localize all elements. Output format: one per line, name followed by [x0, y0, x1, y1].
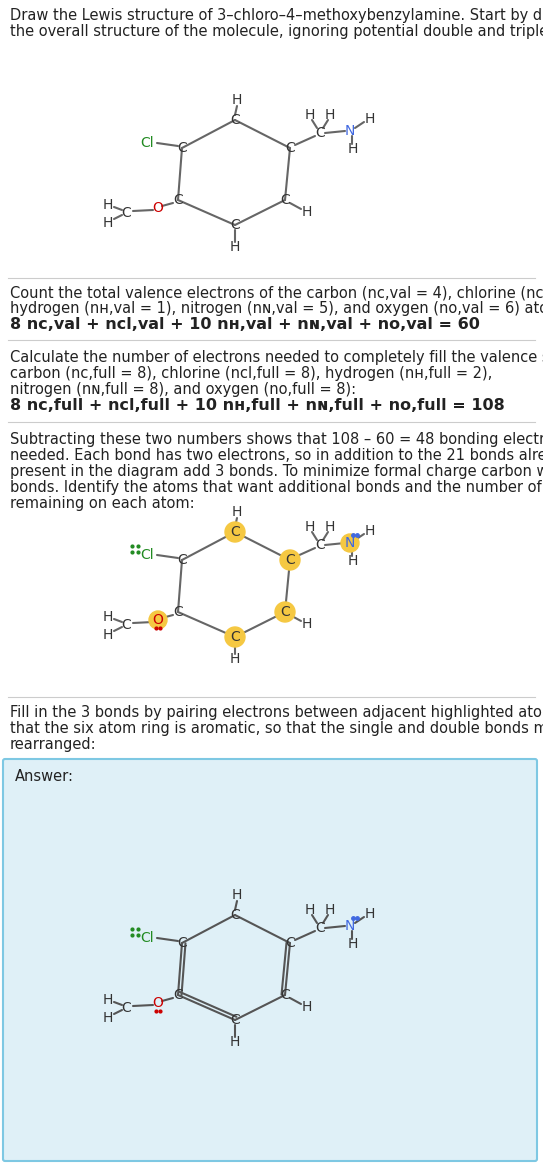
- Text: C: C: [121, 618, 131, 632]
- Text: N: N: [345, 920, 355, 934]
- Text: O: O: [153, 996, 163, 1010]
- Circle shape: [280, 551, 300, 570]
- Text: H: H: [305, 520, 315, 534]
- Text: N: N: [345, 535, 355, 551]
- Text: H: H: [103, 198, 113, 212]
- Text: C: C: [280, 193, 290, 207]
- Text: H: H: [232, 505, 242, 519]
- Text: C: C: [173, 988, 183, 1002]
- Text: H: H: [348, 142, 358, 156]
- Text: Cl: Cl: [140, 136, 154, 150]
- Text: Cl: Cl: [140, 548, 154, 562]
- Text: C: C: [230, 218, 240, 232]
- Text: hydrogen (nʜ,val = 1), nitrogen (nɴ,val = 5), and oxygen (nᴏ,val = 6) atoms:: hydrogen (nʜ,val = 1), nitrogen (nɴ,val …: [10, 301, 543, 315]
- Text: C: C: [315, 538, 325, 552]
- Circle shape: [225, 521, 245, 542]
- Text: C: C: [230, 908, 240, 922]
- Text: that the six atom ring is aromatic, so that the single and double bonds may be: that the six atom ring is aromatic, so t…: [10, 721, 543, 736]
- Text: 8 nᴄ,full + nᴄl,full + 10 nʜ,full + nɴ,full + nᴏ,full = 108: 8 nᴄ,full + nᴄl,full + 10 nʜ,full + nɴ,f…: [10, 398, 505, 413]
- Text: H: H: [103, 217, 113, 230]
- Text: H: H: [230, 652, 240, 666]
- Text: needed. Each bond has two electrons, so in addition to the 21 bonds already: needed. Each bond has two electrons, so …: [10, 448, 543, 463]
- Text: H: H: [103, 610, 113, 624]
- Text: H: H: [325, 520, 335, 534]
- Text: C: C: [280, 988, 290, 1002]
- Text: H: H: [230, 1035, 240, 1049]
- Text: C: C: [173, 605, 183, 619]
- Text: Answer:: Answer:: [15, 769, 74, 785]
- Text: bonds. Identify the atoms that want additional bonds and the number of electrons: bonds. Identify the atoms that want addi…: [10, 480, 543, 495]
- Text: H: H: [325, 108, 335, 122]
- Text: H: H: [302, 205, 312, 219]
- Text: H: H: [302, 617, 312, 631]
- Text: H: H: [103, 993, 113, 1007]
- Text: O: O: [153, 201, 163, 215]
- Text: C: C: [315, 126, 325, 140]
- Text: H: H: [365, 524, 375, 538]
- Text: O: O: [153, 613, 163, 627]
- Circle shape: [341, 534, 359, 552]
- Text: H: H: [302, 1000, 312, 1014]
- Text: C: C: [230, 1013, 240, 1027]
- Text: Draw the Lewis structure of 3–chloro–4–methoxybenzylamine. Start by drawing: Draw the Lewis structure of 3–chloro–4–m…: [10, 8, 543, 23]
- Text: C: C: [230, 113, 240, 127]
- Text: H: H: [232, 93, 242, 107]
- Text: C: C: [177, 553, 187, 567]
- Circle shape: [225, 627, 245, 647]
- Circle shape: [149, 611, 167, 629]
- Text: Fill in the 3 bonds by pairing electrons between adjacent highlighted atoms. Not: Fill in the 3 bonds by pairing electrons…: [10, 705, 543, 721]
- Text: H: H: [325, 903, 335, 917]
- Text: H: H: [365, 907, 375, 921]
- Text: H: H: [348, 937, 358, 951]
- Text: C: C: [177, 141, 187, 155]
- FancyBboxPatch shape: [3, 759, 537, 1161]
- Text: C: C: [285, 936, 295, 950]
- Text: Cl: Cl: [140, 931, 154, 945]
- Text: H: H: [305, 108, 315, 122]
- Text: the overall structure of the molecule, ignoring potential double and triple bond: the overall structure of the molecule, i…: [10, 24, 543, 40]
- Text: Count the total valence electrons of the carbon (nᴄ,val = 4), chlorine (nᴄl,val : Count the total valence electrons of the…: [10, 285, 543, 300]
- Text: H: H: [103, 1012, 113, 1025]
- Text: carbon (nᴄ,full = 8), chlorine (nᴄl,full = 8), hydrogen (nʜ,full = 2),: carbon (nᴄ,full = 8), chlorine (nᴄl,full…: [10, 365, 493, 381]
- Text: N: N: [345, 125, 355, 139]
- Text: C: C: [121, 1001, 131, 1015]
- Text: Subtracting these two numbers shows that 108 – 60 = 48 bonding electrons are: Subtracting these two numbers shows that…: [10, 432, 543, 447]
- Text: H: H: [232, 888, 242, 902]
- Text: nitrogen (nɴ,full = 8), and oxygen (nᴏ,full = 8):: nitrogen (nɴ,full = 8), and oxygen (nᴏ,f…: [10, 382, 356, 397]
- Text: 8 nᴄ,val + nᴄl,val + 10 nʜ,val + nɴ,val + nᴏ,val = 60: 8 nᴄ,val + nᴄl,val + 10 nʜ,val + nɴ,val …: [10, 317, 480, 332]
- Text: remaining on each atom:: remaining on each atom:: [10, 496, 194, 511]
- Text: H: H: [305, 903, 315, 917]
- Text: Calculate the number of electrons needed to completely fill the valence shells f: Calculate the number of electrons needed…: [10, 350, 543, 365]
- Text: C: C: [230, 525, 240, 539]
- Text: C: C: [121, 206, 131, 220]
- Text: C: C: [315, 921, 325, 935]
- Text: C: C: [230, 630, 240, 644]
- Circle shape: [275, 602, 295, 622]
- Text: H: H: [348, 554, 358, 568]
- Text: present in the diagram add 3 bonds. To minimize formal charge carbon wants 4: present in the diagram add 3 bonds. To m…: [10, 464, 543, 480]
- Text: C: C: [177, 936, 187, 950]
- Text: C: C: [173, 193, 183, 207]
- Text: C: C: [285, 553, 295, 567]
- Text: rearranged:: rearranged:: [10, 737, 97, 752]
- Text: H: H: [230, 240, 240, 254]
- Text: H: H: [103, 629, 113, 643]
- Text: C: C: [280, 605, 290, 619]
- Text: H: H: [365, 112, 375, 126]
- Text: C: C: [285, 141, 295, 155]
